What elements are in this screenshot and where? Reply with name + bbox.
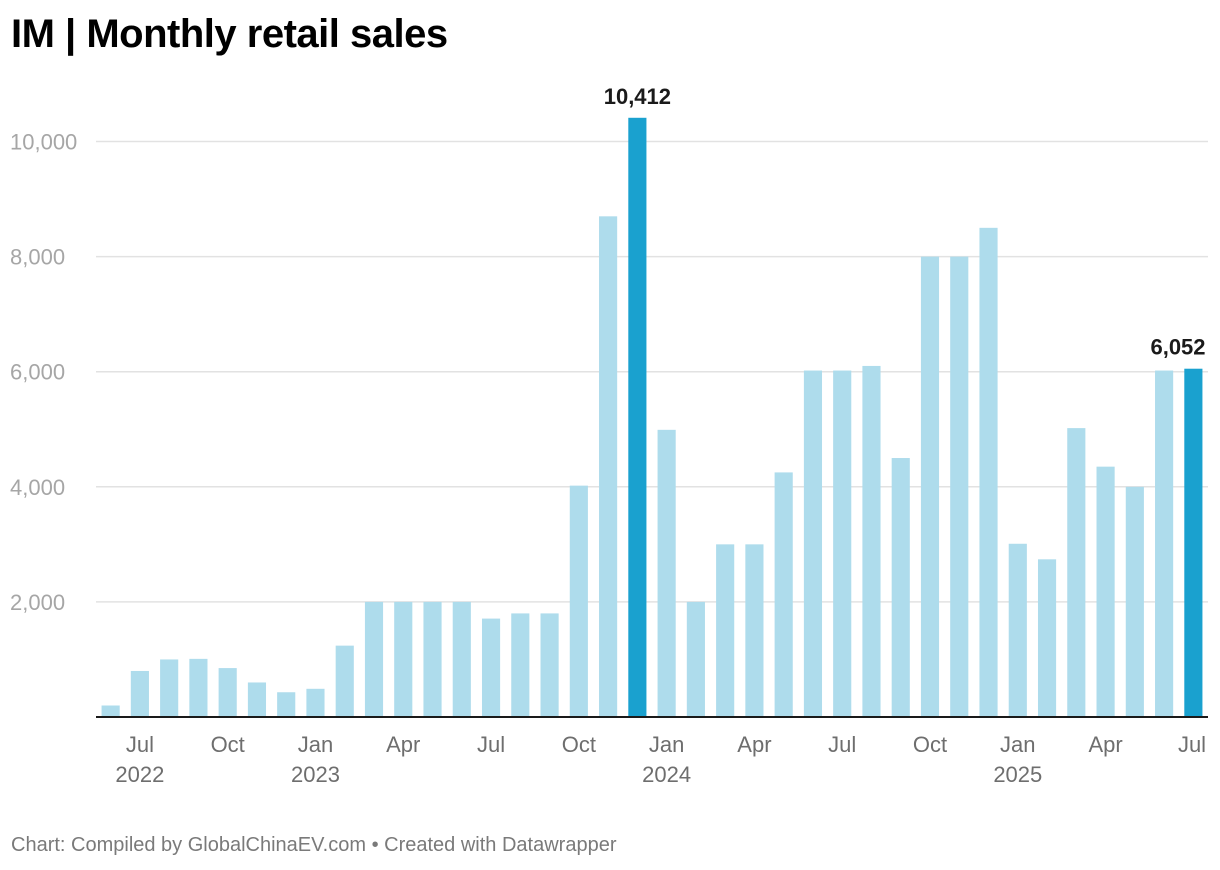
bar: [599, 216, 618, 717]
x-tick-label: Jul: [477, 732, 505, 757]
bar: [686, 601, 705, 717]
x-tick-label: Jul: [1178, 732, 1206, 757]
gridlines: [96, 140, 1208, 603]
x-tick-label: Jan: [1000, 732, 1035, 757]
bar: [335, 645, 354, 717]
data-label: 6,052: [1150, 335, 1205, 360]
x-tick-year-label: 2024: [642, 762, 691, 787]
bar: [481, 618, 501, 717]
bar: [101, 705, 120, 717]
bar: [540, 613, 559, 717]
footer-separator: •: [371, 834, 379, 856]
bar: [1037, 559, 1057, 717]
x-tick-label: Jul: [126, 732, 154, 757]
x-tick-year-label: 2023: [291, 762, 340, 787]
bar: [657, 429, 676, 717]
bar: [716, 544, 735, 717]
bar: [920, 256, 940, 717]
bar: [423, 601, 442, 717]
bar: [511, 613, 530, 717]
bar: [745, 544, 764, 717]
x-tick-label: Jul: [828, 732, 856, 757]
bar: [189, 658, 208, 717]
x-tick-year-label: 2025: [993, 762, 1042, 787]
bar: [1067, 428, 1086, 717]
x-tick-label: Oct: [913, 732, 947, 757]
bar: [130, 670, 149, 717]
y-tick-label: 4,000: [10, 475, 65, 500]
bar: [1155, 370, 1174, 717]
bar: [218, 668, 237, 717]
bar: [1096, 466, 1115, 717]
y-tick-label: 6,000: [10, 360, 65, 385]
data-labels: 10,412 6,052: [604, 84, 1206, 360]
footer-source: Chart: Compiled by GlobalChinaEV.com: [11, 834, 366, 856]
x-tick-label: Apr: [737, 732, 771, 757]
bar: [833, 370, 852, 717]
x-tick-label: Oct: [562, 732, 596, 757]
bar: [364, 601, 384, 717]
x-tick-label: Apr: [1088, 732, 1122, 757]
bar: [160, 659, 179, 717]
bar: [950, 256, 969, 717]
x-tick-year-label: 2022: [115, 762, 164, 787]
x-tick-label: Apr: [386, 732, 420, 757]
y-axis-ticks: 2,000 4,000 6,000 8,000 10,000: [10, 130, 77, 615]
x-tick-label: Oct: [211, 732, 245, 757]
bar: [803, 370, 823, 717]
bar: [1125, 486, 1144, 717]
bar: [394, 601, 413, 717]
x-tick-label: Jan: [649, 732, 684, 757]
y-tick-label: 8,000: [10, 245, 65, 270]
bar: [979, 227, 998, 717]
bar: [862, 365, 881, 717]
footer-credit: Created with Datawrapper: [384, 834, 617, 856]
highlight-bar: [1184, 368, 1203, 717]
x-tick-label: Jan: [298, 732, 333, 757]
bar: [774, 472, 793, 717]
bar: [247, 682, 267, 717]
bar: [452, 601, 471, 717]
bar: [1008, 543, 1027, 717]
bar: [306, 688, 325, 717]
footer: Chart: Compiled by GlobalChinaEV.com • C…: [11, 834, 616, 857]
x-axis-ticks: Jul 2022 Oct Jan 2023 Apr Jul Oct Jan 2024 Apr Jul O…: [115, 732, 1206, 787]
highlight-bar: [628, 117, 647, 718]
data-label: 10,412: [604, 84, 671, 109]
y-tick-label: 2,000: [10, 590, 65, 615]
chart-title: IM | Monthly retail sales: [11, 12, 448, 56]
bar: [891, 458, 910, 717]
y-tick-label: 10,000: [10, 130, 77, 155]
bar: [277, 692, 296, 717]
bar: [569, 485, 588, 717]
bars: [101, 117, 1203, 718]
